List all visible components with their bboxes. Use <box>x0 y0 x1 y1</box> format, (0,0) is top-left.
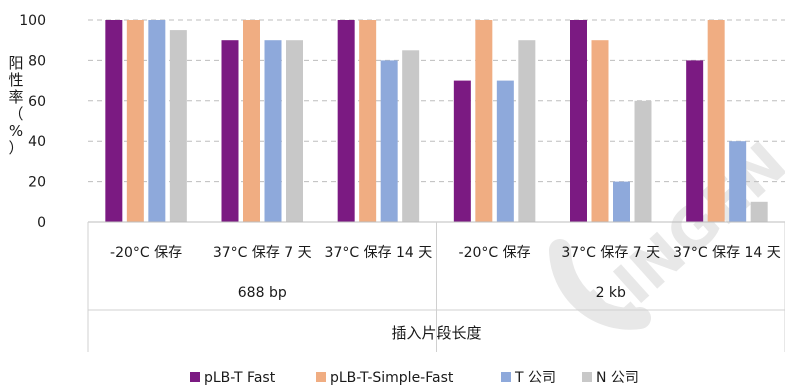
legend-swatch <box>316 372 326 382</box>
bar <box>402 50 420 222</box>
bar <box>221 40 239 223</box>
y-tick-label: 40 <box>28 134 46 150</box>
y-tick-label: 60 <box>28 94 46 110</box>
legend-label: pLB-T Fast <box>204 370 276 386</box>
bar <box>359 20 377 222</box>
y-tick-label: 0 <box>37 215 46 231</box>
y-tick-labels: 0 20 40 60 80 100 <box>19 13 46 231</box>
x-category-label: 37°C 保存 14 天 <box>325 245 433 261</box>
x-category-label: 37°C 保存 7 天 <box>213 245 312 261</box>
legend-swatch <box>582 372 592 382</box>
bar <box>105 20 123 222</box>
x-category-labels: -20°C 保存 37°C 保存 7 天 37°C 保存 14 天 -20°C 保存 3… <box>110 245 781 261</box>
y-tick-label: 80 <box>28 53 46 69</box>
bars <box>105 20 768 223</box>
bar <box>453 80 471 222</box>
axes <box>87 221 785 352</box>
bar <box>148 20 166 222</box>
bar <box>570 20 587 222</box>
bar <box>613 181 630 222</box>
legend: pLB-T Fast pLB-T-Simple-Fast T 公司 N 公司 <box>190 370 639 386</box>
bar <box>264 40 282 223</box>
bar <box>337 20 355 222</box>
x-category-label: 37°C 保存 14 天 <box>673 245 781 261</box>
x-axis-title: 插入片段长度 <box>391 324 481 342</box>
gridlines <box>88 19 785 183</box>
legend-label: N 公司 <box>596 370 639 386</box>
bar <box>707 20 725 222</box>
y-axis-label: 阳性率（%） <box>8 54 23 157</box>
bar <box>380 60 398 223</box>
bar <box>475 20 493 222</box>
bar <box>496 80 514 222</box>
bar <box>169 30 187 222</box>
legend-swatch <box>190 372 200 382</box>
legend-label: T 公司 <box>514 370 556 386</box>
bar <box>686 60 704 223</box>
bar <box>591 40 609 223</box>
x-category-label: -20°C 保存 <box>110 245 182 261</box>
x-category-label: -20°C 保存 <box>459 245 531 261</box>
x-group-label: 688 bp <box>238 285 287 301</box>
bar <box>243 20 260 222</box>
bar <box>518 40 536 223</box>
legend-label: pLB-T-Simple-Fast <box>330 370 454 386</box>
watermark-arc <box>549 239 651 330</box>
bar <box>634 100 652 222</box>
bar <box>729 141 747 222</box>
bar <box>286 40 303 223</box>
bar <box>750 201 768 222</box>
y-tick-label: 100 <box>19 13 46 29</box>
x-category-label: 37°C 保存 7 天 <box>561 245 660 261</box>
x-group-labels: 688 bp 2 kb <box>238 285 626 301</box>
y-tick-label: 20 <box>28 175 46 191</box>
legend-swatch <box>501 372 511 382</box>
x-group-label: 2 kb <box>596 285 626 301</box>
bar <box>126 20 144 222</box>
